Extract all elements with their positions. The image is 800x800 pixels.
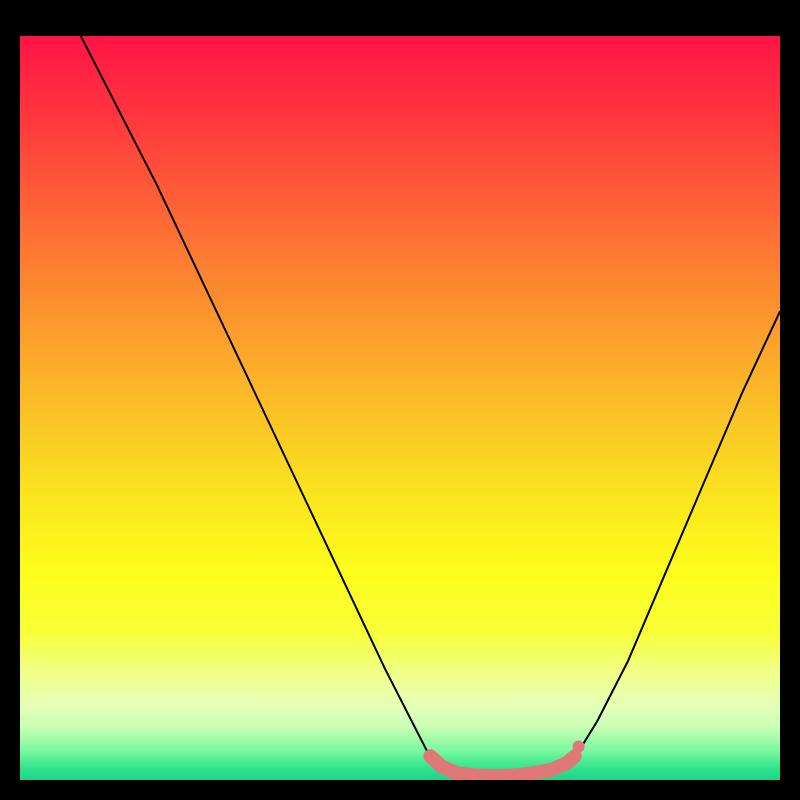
border-left <box>0 0 20 800</box>
chart-svg <box>0 0 800 800</box>
border-bottom <box>0 780 800 800</box>
border-top <box>0 0 800 36</box>
right-curve <box>575 311 780 757</box>
optimal-range-segment <box>430 756 574 776</box>
endpoint-marker <box>573 741 585 753</box>
left-curve <box>81 36 431 758</box>
chart-container: TheBottleneck.com <box>0 0 800 800</box>
border-right <box>780 0 800 800</box>
